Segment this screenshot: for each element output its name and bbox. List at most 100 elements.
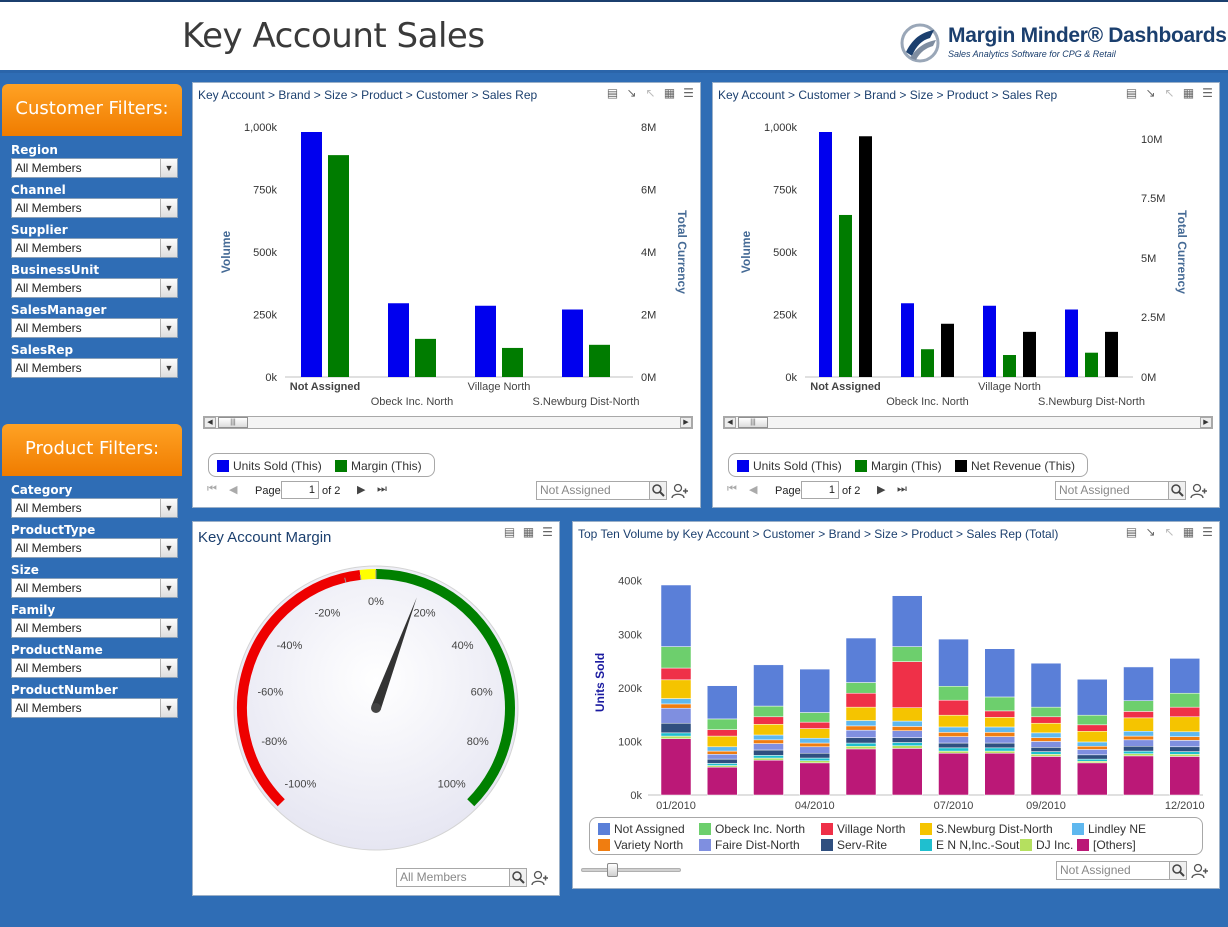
add-member-icon[interactable] — [1191, 861, 1209, 880]
search-icon[interactable] — [1169, 861, 1187, 880]
page-input[interactable]: 1 — [801, 481, 839, 499]
next-page-icon[interactable]: ▶ — [357, 484, 366, 496]
chart-settings-icon[interactable]: ▤ — [1125, 86, 1138, 100]
chevron-down-icon[interactable]: ▼ — [160, 579, 177, 597]
add-member-icon[interactable] — [1190, 481, 1208, 500]
gauge-tick-label: 0% — [368, 596, 384, 608]
drill-down-icon[interactable]: ↘ — [1145, 86, 1156, 100]
page-input[interactable]: 1 — [281, 481, 319, 499]
drill-up-icon[interactable]: ↖ — [1164, 525, 1175, 539]
filter-select-category[interactable]: All Members ▼ — [11, 498, 178, 518]
filter-select-producttype[interactable]: All Members ▼ — [11, 538, 178, 558]
drill-up-icon[interactable]: ↖ — [1164, 86, 1175, 100]
chart-settings-icon[interactable]: ▤ — [503, 525, 516, 539]
zoom-slider[interactable] — [581, 863, 691, 877]
menu-icon[interactable]: ☰ — [542, 525, 553, 539]
scroll-right-button[interactable]: ▶ — [1200, 417, 1212, 428]
filter-select-region[interactable]: All Members ▼ — [11, 158, 178, 178]
filter-select-productname[interactable]: All Members ▼ — [11, 658, 178, 678]
chevron-down-icon[interactable]: ▼ — [160, 199, 177, 217]
stack-segment — [984, 648, 1015, 698]
filter-select-salesmanager[interactable]: All Members ▼ — [11, 318, 178, 338]
x-tick-label: Obeck Inc. North — [886, 396, 969, 408]
bar — [941, 323, 954, 377]
grid-view-icon[interactable]: ▦ — [663, 86, 676, 100]
search-input[interactable]: All Members — [396, 868, 518, 887]
panel-title[interactable]: Top Ten Volume by Key Account > Customer… — [578, 527, 1059, 541]
chevron-down-icon[interactable]: ▼ — [160, 319, 177, 337]
last-page-icon[interactable]: ⏭ — [897, 483, 907, 495]
next-page-icon[interactable]: ▶ — [877, 484, 886, 496]
stack-segment — [1169, 706, 1200, 718]
grid-view-icon[interactable]: ▦ — [1182, 86, 1195, 100]
panel-toolbar: ▤ ↘ ↖ ▦ ☰ — [1123, 525, 1216, 540]
first-page-icon[interactable]: ⏮ — [727, 483, 737, 495]
panel-title[interactable]: Key Account > Brand > Size > Product > C… — [198, 88, 538, 102]
stack-segment — [938, 638, 969, 687]
stack-segment — [660, 646, 692, 669]
scroll-thumb[interactable]: ||| — [738, 417, 768, 428]
filter-select-supplier[interactable]: All Members ▼ — [11, 238, 178, 258]
search-input[interactable]: Not Assigned — [1056, 861, 1178, 880]
stack-segment — [1077, 758, 1108, 762]
last-page-icon[interactable]: ⏭ — [377, 483, 387, 495]
filter-select-value: All Members — [15, 241, 82, 255]
panel-title[interactable]: Key Account > Customer > Brand > Size > … — [718, 88, 1058, 102]
chart-scrollbar[interactable]: ◀ ||| ▶ — [723, 416, 1213, 429]
y-tick-label: 250k — [253, 310, 277, 322]
chevron-down-icon[interactable]: ▼ — [160, 699, 177, 717]
chart-scrollbar[interactable]: ◀ ||| ▶ — [203, 416, 693, 429]
scroll-left-button[interactable]: ◀ — [724, 417, 736, 428]
legend-label: Village North — [837, 822, 906, 836]
stack-segment — [845, 637, 877, 683]
scroll-thumb[interactable]: ||| — [218, 417, 248, 428]
gauge-tick — [344, 577, 347, 583]
chart-settings-icon[interactable]: ▤ — [606, 86, 619, 100]
search-icon[interactable] — [649, 481, 667, 500]
drill-up-icon[interactable]: ↖ — [645, 86, 656, 100]
filter-select-value: All Members — [15, 361, 82, 375]
search-icon[interactable] — [1168, 481, 1186, 500]
menu-icon[interactable]: ☰ — [683, 86, 694, 100]
scroll-right-button[interactable]: ▶ — [680, 417, 692, 428]
filter-select-size[interactable]: All Members ▼ — [11, 578, 178, 598]
add-member-icon[interactable] — [671, 481, 689, 500]
menu-icon[interactable]: ☰ — [1202, 525, 1213, 539]
chevron-down-icon[interactable]: ▼ — [160, 659, 177, 677]
chart-settings-icon[interactable]: ▤ — [1125, 525, 1138, 539]
prev-page-icon[interactable]: ◀ — [229, 484, 238, 496]
stack-segment — [753, 734, 784, 741]
slider-track[interactable] — [581, 868, 681, 872]
add-member-icon[interactable] — [531, 868, 549, 887]
search-icon[interactable] — [509, 868, 527, 887]
stack-segment — [707, 750, 738, 755]
chevron-down-icon[interactable]: ▼ — [160, 239, 177, 257]
search-input[interactable]: Not Assigned — [536, 481, 658, 500]
chevron-down-icon[interactable]: ▼ — [160, 159, 177, 177]
legend-label: Faire Dist-North — [715, 838, 800, 852]
slider-knob[interactable] — [607, 863, 618, 877]
prev-page-icon[interactable]: ◀ — [749, 484, 758, 496]
stack-segment — [1030, 662, 1062, 708]
grid-view-icon[interactable]: ▦ — [522, 525, 535, 539]
chevron-down-icon[interactable]: ▼ — [160, 539, 177, 557]
gauge-needle — [371, 597, 417, 710]
filter-select-salesrep[interactable]: All Members ▼ — [11, 358, 178, 378]
grid-view-icon[interactable]: ▦ — [1182, 525, 1195, 539]
chevron-down-icon[interactable]: ▼ — [160, 619, 177, 637]
search-input[interactable]: Not Assigned — [1055, 481, 1177, 500]
filter-select-businessunit[interactable]: All Members ▼ — [11, 278, 178, 298]
chevron-down-icon[interactable]: ▼ — [160, 279, 177, 297]
chevron-down-icon[interactable]: ▼ — [160, 359, 177, 377]
scroll-left-button[interactable]: ◀ — [204, 417, 216, 428]
drill-down-icon[interactable]: ↘ — [1145, 525, 1156, 539]
drill-down-icon[interactable]: ↘ — [626, 86, 637, 100]
chevron-down-icon[interactable]: ▼ — [160, 499, 177, 517]
filter-select-family[interactable]: All Members ▼ — [11, 618, 178, 638]
filter-select-channel[interactable]: All Members ▼ — [11, 198, 178, 218]
filter-select-productnumber[interactable]: All Members ▼ — [11, 698, 178, 718]
y-tick-label: 0k — [265, 372, 277, 384]
menu-icon[interactable]: ☰ — [1202, 86, 1213, 100]
first-page-icon[interactable]: ⏮ — [207, 483, 217, 495]
stack-segment — [660, 679, 692, 699]
